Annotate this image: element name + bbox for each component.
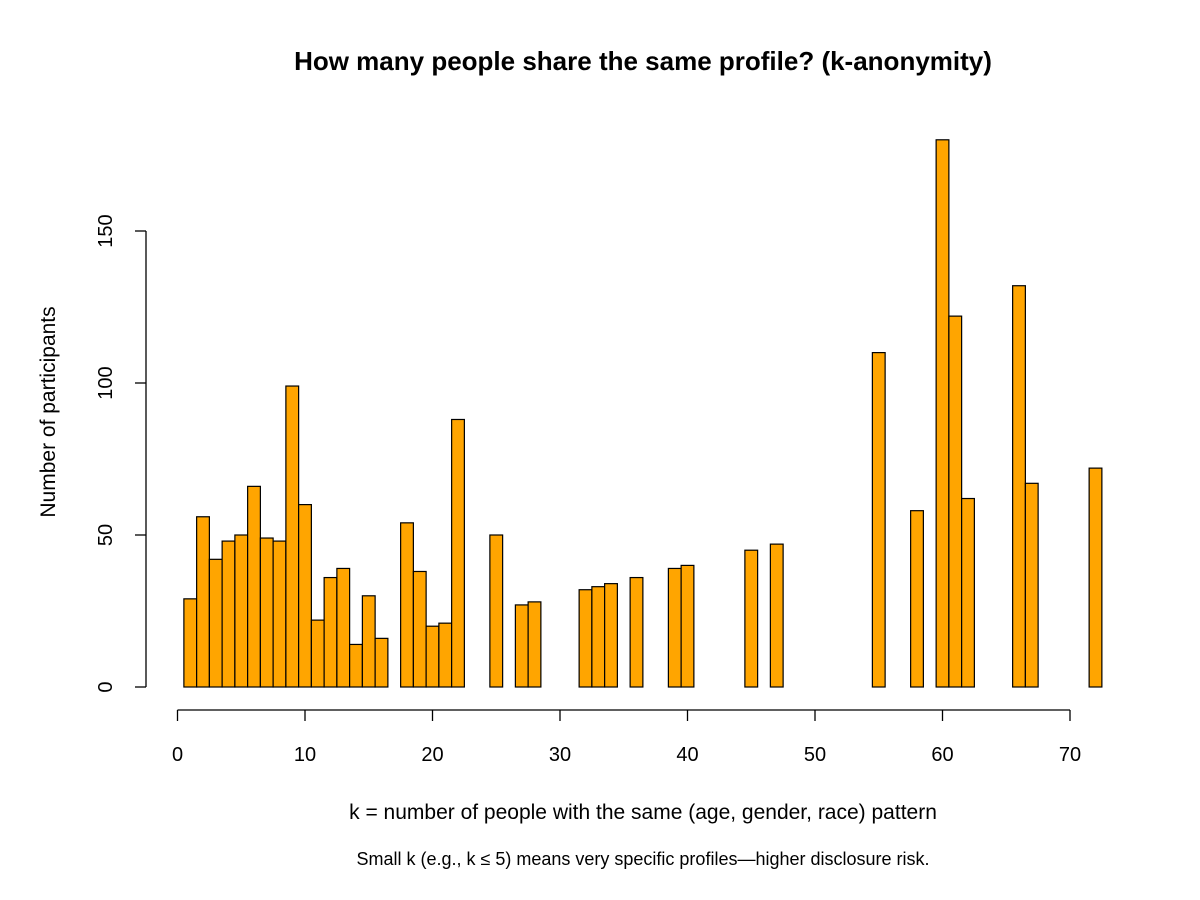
bar-k-12 — [323, 576, 338, 688]
x-tick-label-20: 20 — [421, 744, 443, 766]
y-tick-label-50: 50 — [95, 524, 117, 546]
y-tick-label-150: 150 — [95, 214, 117, 247]
bar-k-67 — [1024, 482, 1039, 688]
bar-k-1 — [183, 598, 198, 688]
x-axis: 0 10 20 30 40 50 60 70 — [172, 709, 1081, 766]
y-axis-label: Number of participants — [37, 306, 60, 517]
bar-k-47 — [769, 543, 784, 688]
bar-k-9 — [285, 385, 300, 688]
x-tick-label-50: 50 — [804, 744, 826, 766]
x-tick-label-30: 30 — [549, 744, 571, 766]
bar-k-5 — [234, 534, 249, 688]
bar-k-15 — [361, 595, 376, 688]
bar-k-20 — [425, 625, 440, 688]
bar-k-4 — [221, 540, 236, 688]
x-tick-label-70: 70 — [1059, 744, 1081, 766]
bar-k-61 — [948, 315, 963, 688]
bar-k-40 — [680, 564, 695, 688]
bar-k-19 — [412, 570, 427, 688]
bar-k-11 — [310, 619, 325, 688]
bar-k-16 — [374, 637, 389, 688]
bar-k-13 — [336, 567, 351, 688]
bar-k-7 — [259, 537, 274, 688]
x-tick-label-60: 60 — [931, 744, 953, 766]
bar-k-58 — [910, 510, 924, 688]
bar-k-34 — [604, 583, 618, 688]
bar-k-10 — [298, 504, 312, 688]
bar-k-60 — [935, 139, 950, 688]
bar-k-36 — [629, 576, 644, 688]
bar-k-33 — [591, 586, 606, 688]
bar-k-32 — [578, 589, 593, 688]
x-tick-label-40: 40 — [676, 744, 698, 766]
bar-k-28 — [527, 601, 542, 688]
bar-k-8 — [272, 540, 287, 688]
x-axis-label: k = number of people with the same (age,… — [349, 801, 937, 824]
chart-subtitle: Small k (e.g., k ≤ 5) means very specifi… — [356, 849, 929, 869]
y-tick-label-0: 0 — [95, 681, 117, 692]
bar-k-62 — [961, 497, 975, 688]
x-tick-label-0: 0 — [172, 744, 183, 766]
bar-k-2 — [196, 516, 210, 688]
y-axis: 0 50 100 150 — [95, 214, 147, 693]
bar-k-66 — [1012, 285, 1026, 688]
bar-k-39 — [667, 567, 682, 688]
bar-k-6 — [247, 485, 261, 688]
bar-k-25 — [489, 534, 504, 688]
bar-k-21 — [438, 622, 453, 688]
bar-k-27 — [514, 604, 529, 688]
bar-k-55 — [871, 352, 886, 688]
bars-group — [183, 139, 1103, 688]
bar-k-72 — [1088, 467, 1103, 688]
bar-k-3 — [208, 558, 223, 688]
bar-k-22 — [451, 418, 465, 688]
chart-title: How many people share the same profile? … — [294, 46, 992, 76]
bar-k-18 — [400, 522, 414, 688]
bar-k-45 — [744, 549, 759, 688]
x-tick-label-10: 10 — [294, 744, 316, 766]
bar-k-14 — [349, 643, 363, 688]
y-tick-label-100: 100 — [95, 366, 117, 399]
